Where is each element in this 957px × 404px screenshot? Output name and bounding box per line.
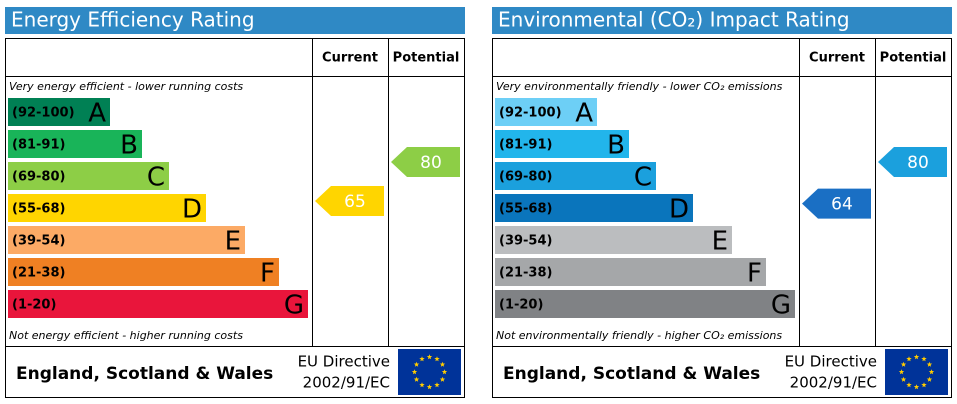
- band-range: (81-91): [12, 138, 65, 153]
- band-range: (39-54): [499, 234, 552, 249]
- eu-star: [898, 369, 905, 375]
- footer-directive-number: 2002/91/EC: [790, 374, 877, 392]
- band-letter: D: [669, 195, 689, 225]
- current-value: 65: [344, 192, 366, 212]
- band-range: (92-100): [499, 106, 562, 121]
- band-range: (39-54): [12, 234, 65, 249]
- eu-star: [434, 356, 440, 362]
- column-header: Current: [809, 51, 865, 66]
- eu-star: [413, 376, 420, 382]
- band-letter: A: [88, 99, 106, 129]
- current-arrow: [315, 186, 384, 216]
- eu-star: [900, 376, 907, 382]
- band-letter: F: [747, 259, 762, 289]
- eu-star: [926, 376, 933, 382]
- potential-arrow: [391, 147, 460, 177]
- footer-region: England, Scotland & Wales: [16, 364, 273, 384]
- current-arrow: [802, 188, 871, 219]
- bottom-note: Not environmentally friendly - higher CO…: [496, 329, 782, 342]
- band-letter: C: [147, 163, 165, 193]
- column-header: Potential: [880, 51, 947, 66]
- eu-star: [434, 382, 440, 388]
- title-bar: [492, 7, 952, 34]
- panel-frame: [492, 38, 952, 398]
- rating-band: [8, 258, 279, 286]
- band-range: (21-38): [499, 266, 552, 281]
- eu-star: [913, 354, 920, 360]
- footer-region: England, Scotland & Wales: [503, 364, 760, 384]
- rating-band: [8, 98, 110, 126]
- band-range: (92-100): [12, 106, 75, 121]
- band-range: (1-20): [12, 298, 56, 313]
- band-letter: C: [634, 163, 652, 193]
- band-letter: B: [120, 131, 138, 161]
- rating-band: [495, 98, 597, 126]
- rating-band: [8, 194, 206, 222]
- eu-star: [926, 361, 933, 367]
- title-bar: [5, 7, 465, 34]
- footer-directive-number: 2002/91/EC: [303, 374, 390, 392]
- eu-star: [441, 369, 448, 375]
- bottom-note: Not energy efficient - higher running co…: [9, 329, 243, 342]
- potential-value: 80: [420, 153, 442, 173]
- top-note: Very environmentally friendly - lower CO…: [496, 80, 783, 93]
- band-range: (69-80): [499, 170, 552, 185]
- eu-star: [439, 361, 446, 367]
- potential-value: 80: [907, 153, 929, 173]
- eu-star: [906, 382, 912, 388]
- rating-band: [495, 130, 629, 158]
- panel-frame: [5, 38, 465, 398]
- eu-star: [900, 361, 907, 367]
- eu-star: [413, 361, 420, 367]
- footer-directive: EU Directive: [298, 353, 390, 371]
- eu-star: [411, 369, 418, 375]
- rating-band: [495, 226, 732, 254]
- panel-title: Environmental (CO₂) Impact Rating: [498, 8, 850, 32]
- rating-band: [8, 226, 245, 254]
- band-letter: E: [712, 227, 728, 257]
- rating-band: [495, 194, 693, 222]
- band-range: (69-80): [12, 170, 65, 185]
- rating-band: [495, 258, 766, 286]
- eu-star: [419, 356, 425, 362]
- eu-star: [426, 384, 433, 390]
- rating-band: [495, 162, 656, 190]
- band-letter: E: [225, 227, 241, 257]
- band-range: (1-20): [499, 298, 543, 313]
- band-letter: F: [260, 259, 275, 289]
- eu-star: [426, 354, 433, 360]
- top-note: Very energy efficient - lower running co…: [9, 80, 243, 93]
- eu-star: [921, 382, 927, 388]
- column-header: Current: [322, 51, 378, 66]
- band-range: (55-68): [499, 202, 552, 217]
- rating-band: [8, 162, 169, 190]
- band-letter: A: [575, 99, 593, 129]
- rating-band: [8, 130, 142, 158]
- eu-star: [906, 356, 912, 362]
- band-letter: G: [771, 291, 791, 321]
- band-range: (55-68): [12, 202, 65, 217]
- eu-star: [921, 356, 927, 362]
- band-range: (81-91): [499, 138, 552, 153]
- rating-band: [8, 290, 308, 318]
- eu-star: [419, 382, 425, 388]
- footer-directive: EU Directive: [785, 353, 877, 371]
- eu-star: [439, 376, 446, 382]
- band-letter: G: [284, 291, 304, 321]
- band-letter: D: [182, 195, 202, 225]
- band-letter: B: [607, 131, 625, 161]
- band-range: (21-38): [12, 266, 65, 281]
- current-value: 64: [831, 195, 853, 215]
- eu-star: [913, 384, 920, 390]
- panel-title: Energy Efficiency Rating: [11, 8, 255, 32]
- potential-arrow: [878, 147, 947, 177]
- rating-band: [495, 290, 795, 318]
- column-header: Potential: [393, 51, 460, 66]
- eu-star: [928, 369, 935, 375]
